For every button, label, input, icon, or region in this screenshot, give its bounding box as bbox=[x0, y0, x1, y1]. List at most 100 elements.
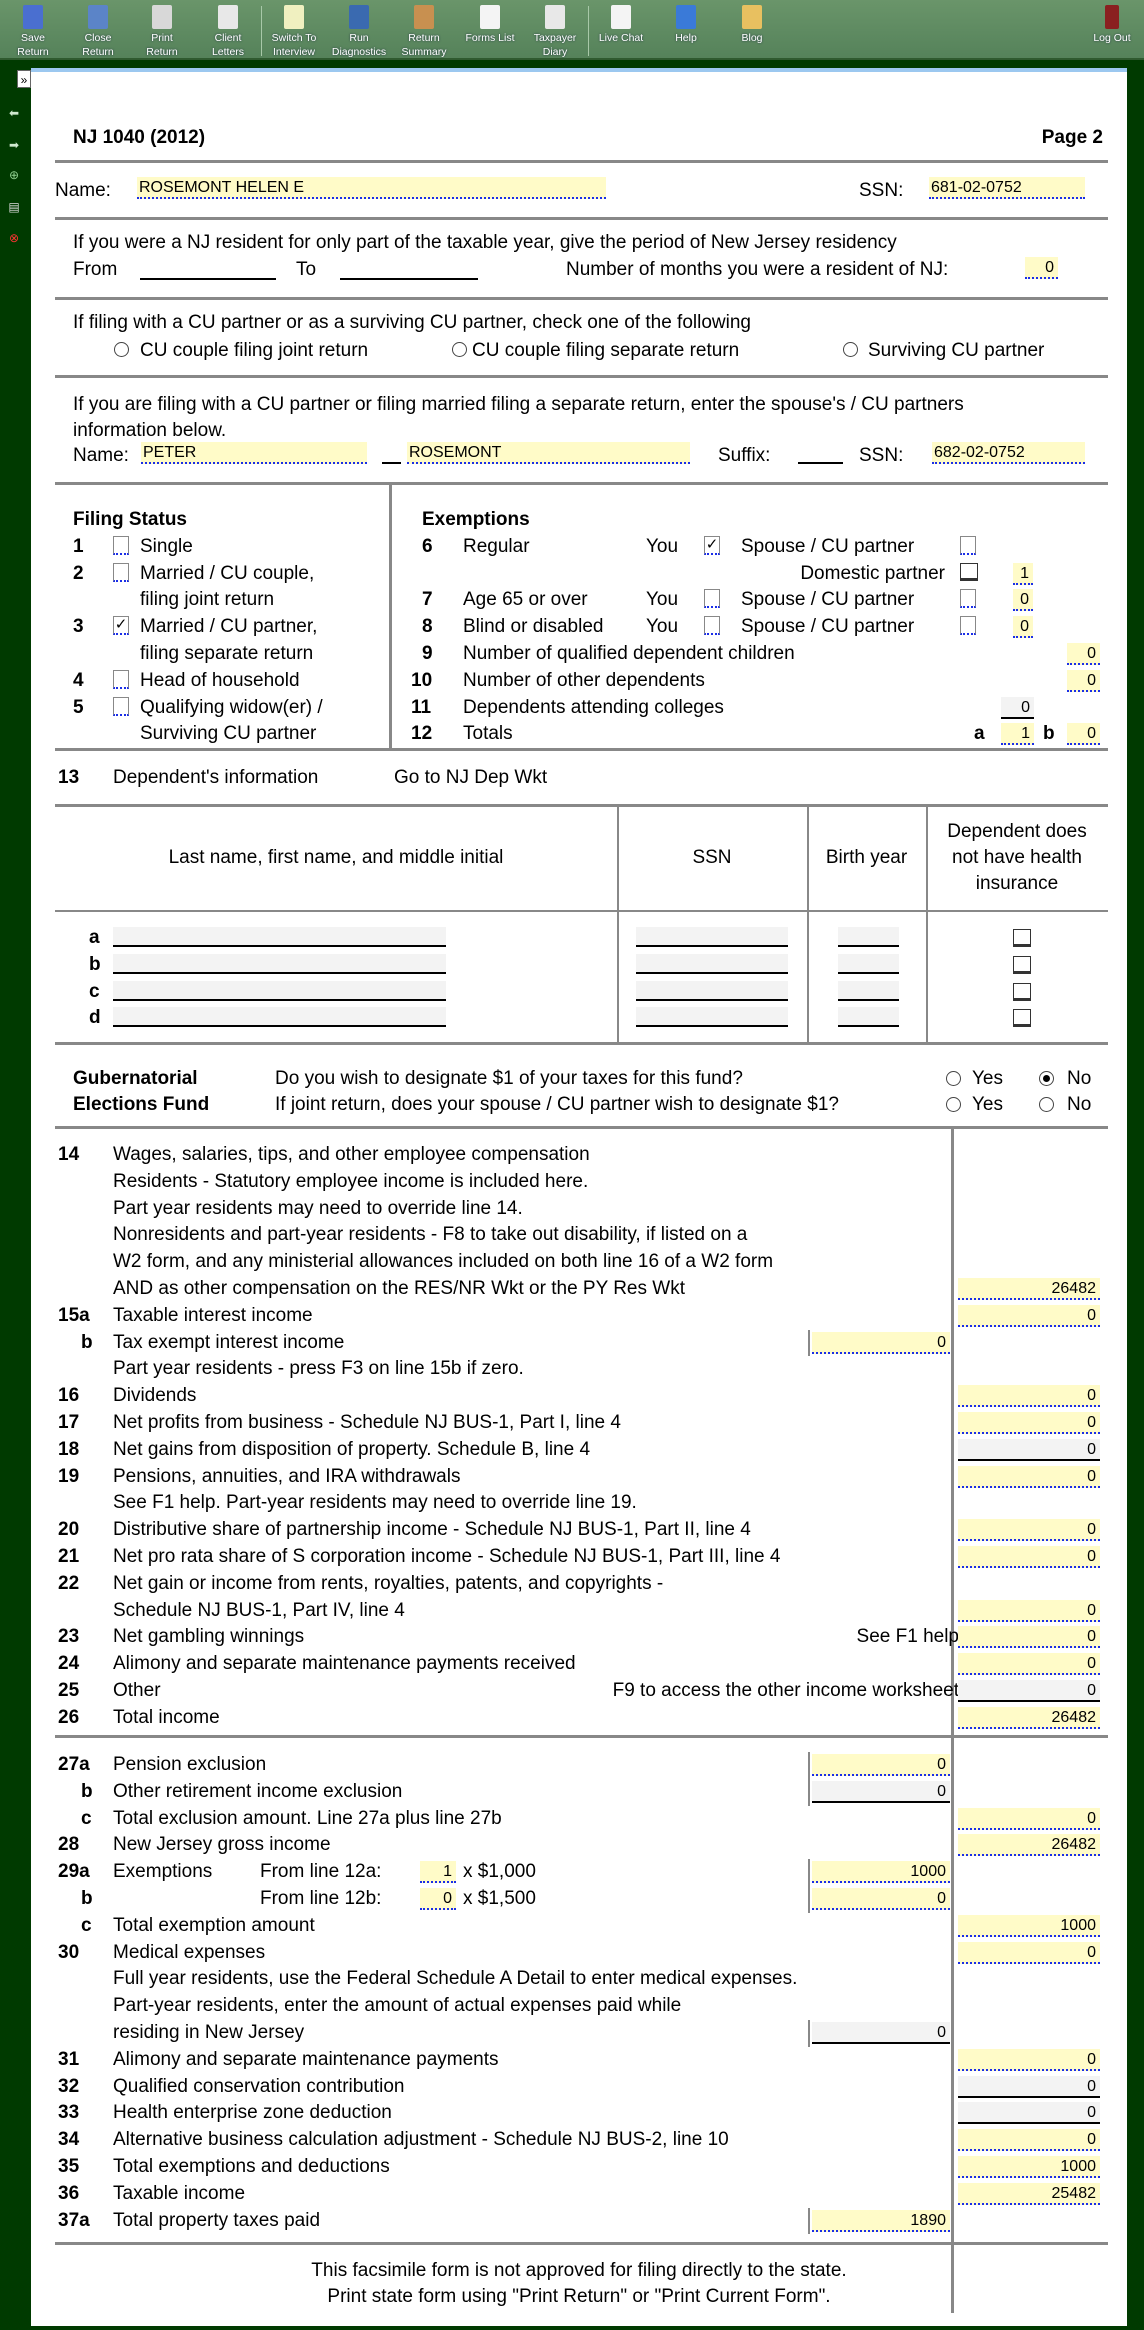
print-icon[interactable]: ▤ bbox=[8, 200, 20, 214]
regular-you-checkbox[interactable]: ✓ bbox=[704, 535, 720, 555]
spouse-guber-yes-radio[interactable] bbox=[946, 1097, 961, 1112]
toolbar-button-forms-list[interactable]: Forms List bbox=[458, 0, 522, 60]
toolbar-button-live-chat[interactable]: Live Chat bbox=[589, 0, 653, 60]
toolbar-button-blog[interactable]: Blog bbox=[720, 0, 784, 60]
name-field[interactable]: ROSEMONT HELEN E bbox=[137, 177, 606, 199]
dependent-name-field[interactable] bbox=[113, 953, 446, 974]
line-36-total-field[interactable]: 25482 bbox=[958, 2182, 1100, 2205]
dependent-name-field[interactable] bbox=[113, 980, 446, 1001]
dependent-birth-year-field[interactable] bbox=[838, 953, 899, 974]
line-35-total-field[interactable]: 1000 bbox=[958, 2155, 1100, 2178]
line-17-total-field[interactable]: 0 bbox=[958, 1411, 1100, 1434]
spouse-guber-no-radio[interactable] bbox=[1039, 1097, 1054, 1112]
surviving-cu-radio[interactable] bbox=[843, 342, 858, 357]
dependent-birth-year-field[interactable] bbox=[838, 1007, 899, 1028]
dependent-ssn-field[interactable] bbox=[636, 980, 788, 1001]
no-health-insurance-checkbox[interactable] bbox=[1013, 929, 1031, 947]
add-icon[interactable]: ⊕ bbox=[8, 168, 20, 182]
dependent-name-field[interactable] bbox=[113, 1007, 446, 1028]
line-30-total-field[interactable]: 0 bbox=[958, 1941, 1100, 1964]
line-29a-amount-field[interactable]: 1000 bbox=[812, 1861, 950, 1884]
toolbar-button-switch-to[interactable]: Switch To Interview bbox=[262, 0, 326, 60]
line-31-total-field[interactable]: 0 bbox=[958, 2048, 1100, 2071]
filing-status-checkbox[interactable] bbox=[113, 562, 129, 582]
total-b-field[interactable]: 0 bbox=[1067, 723, 1100, 746]
exemption-count-field[interactable]: 1 bbox=[420, 1861, 456, 1884]
toolbar-button-return[interactable]: Return Summary bbox=[392, 0, 456, 60]
suffix-field[interactable] bbox=[798, 444, 843, 464]
college-dependents-count[interactable]: 0 bbox=[1001, 696, 1034, 719]
guber-yes-radio[interactable] bbox=[946, 1071, 961, 1086]
line-32-total-field[interactable]: 0 bbox=[958, 2075, 1100, 2098]
line-24-total-field[interactable]: 0 bbox=[958, 1653, 1100, 1676]
dependent-ssn-field[interactable] bbox=[636, 1007, 788, 1028]
forward-arrow-icon[interactable]: ➡ bbox=[8, 138, 20, 152]
line-37a-amount-field[interactable]: 1890 bbox=[812, 2209, 950, 2232]
log-out-button[interactable]: Log Out bbox=[1080, 0, 1144, 60]
filing-status-checkbox[interactable]: ✓ bbox=[113, 616, 129, 636]
line-b-amount-field[interactable]: 0 bbox=[812, 1780, 950, 1803]
l7-you-checkbox[interactable] bbox=[704, 589, 720, 609]
back-arrow-icon[interactable]: ⬅ bbox=[8, 106, 20, 120]
filing-status-checkbox[interactable] bbox=[113, 669, 129, 689]
l7-spouse-checkbox[interactable] bbox=[960, 589, 976, 609]
domestic-partner-count[interactable]: 1 bbox=[1013, 562, 1033, 585]
toolbar-button-taxpayer[interactable]: Taxpayer Diary bbox=[523, 0, 587, 60]
to-date-field[interactable] bbox=[340, 260, 478, 280]
line-c-total-field[interactable]: 1000 bbox=[958, 1914, 1100, 1937]
spouse-first-name-field[interactable]: PETER bbox=[141, 442, 367, 464]
line-19-total-field[interactable]: 0 bbox=[958, 1465, 1100, 1488]
l7-count[interactable]: 0 bbox=[1013, 589, 1033, 612]
dependent-birth-year-field[interactable] bbox=[838, 980, 899, 1001]
spouse-ssn-field[interactable]: 682-02-0752 bbox=[932, 442, 1085, 464]
toolbar-button-save[interactable]: Save Return bbox=[1, 0, 65, 60]
dependent-ssn-field[interactable] bbox=[636, 953, 788, 974]
domestic-partner-checkbox[interactable] bbox=[960, 562, 978, 581]
toolbar-button-client[interactable]: Client Letters bbox=[196, 0, 260, 60]
other-dependents-count[interactable]: 0 bbox=[1067, 669, 1100, 692]
guber-no-radio[interactable] bbox=[1039, 1071, 1054, 1086]
toolbar-button-help[interactable]: Help bbox=[654, 0, 718, 60]
line-20-total-field[interactable]: 0 bbox=[958, 1519, 1100, 1542]
regular-spouse-checkbox[interactable] bbox=[960, 535, 976, 555]
l8-you-checkbox[interactable] bbox=[704, 616, 720, 636]
filing-status-checkbox[interactable] bbox=[113, 535, 129, 555]
cu-joint-radio[interactable] bbox=[114, 342, 129, 357]
line-25-total-field[interactable]: 0 bbox=[958, 1679, 1100, 1702]
dependent-birth-year-field[interactable] bbox=[838, 927, 899, 947]
line-sub-amount-field[interactable]: 0 bbox=[812, 2021, 950, 2044]
months-field[interactable]: 0 bbox=[1025, 257, 1058, 279]
line-c-total-field[interactable]: 0 bbox=[958, 1807, 1100, 1830]
spouse-middle-initial-field[interactable] bbox=[382, 444, 401, 464]
line-15a-total-field[interactable]: 0 bbox=[958, 1304, 1100, 1327]
toolbar-button-run[interactable]: Run Diagnostics bbox=[327, 0, 391, 60]
no-health-insurance-checkbox[interactable] bbox=[1013, 955, 1031, 974]
exemption-count-field[interactable]: 0 bbox=[420, 1887, 456, 1910]
line-27a-amount-field[interactable]: 0 bbox=[812, 1754, 950, 1776]
no-health-insurance-checkbox[interactable] bbox=[1013, 1009, 1031, 1028]
line-28-total-field[interactable]: 26482 bbox=[958, 1834, 1100, 1857]
line-b-amount-field[interactable]: 0 bbox=[812, 1331, 950, 1354]
line-21-total-field[interactable]: 0 bbox=[958, 1545, 1100, 1568]
ssn-field[interactable]: 681-02-0752 bbox=[929, 177, 1085, 199]
l8-count[interactable]: 0 bbox=[1013, 616, 1033, 639]
filing-status-checkbox[interactable] bbox=[113, 696, 129, 716]
line-33-total-field[interactable]: 0 bbox=[958, 2102, 1100, 2125]
go-to-dep-wkt-link[interactable]: Go to NJ Dep Wkt bbox=[394, 767, 548, 788]
delete-icon[interactable]: ⊗ bbox=[8, 231, 20, 245]
cu-separate-radio[interactable] bbox=[452, 342, 467, 357]
line-16-total-field[interactable]: 0 bbox=[958, 1385, 1100, 1408]
toolbar-button-print[interactable]: Print Return bbox=[130, 0, 194, 60]
l8-spouse-checkbox[interactable] bbox=[960, 616, 976, 636]
dependent-ssn-field[interactable] bbox=[636, 927, 788, 947]
toolbar-button-close[interactable]: Close Return bbox=[66, 0, 130, 60]
from-date-field[interactable] bbox=[140, 260, 276, 280]
line-18-total-field[interactable]: 0 bbox=[958, 1438, 1100, 1461]
no-health-insurance-checkbox[interactable] bbox=[1013, 982, 1031, 1001]
spouse-last-name-field[interactable]: ROSEMONT bbox=[407, 442, 690, 464]
line-sub-total-field[interactable]: 0 bbox=[958, 1599, 1100, 1622]
dependent-children-count[interactable]: 0 bbox=[1067, 643, 1100, 665]
line-sub-total-field[interactable]: 26482 bbox=[958, 1277, 1100, 1300]
dependent-name-field[interactable] bbox=[113, 927, 446, 947]
line-b-amount-field[interactable]: 0 bbox=[812, 1887, 950, 1910]
